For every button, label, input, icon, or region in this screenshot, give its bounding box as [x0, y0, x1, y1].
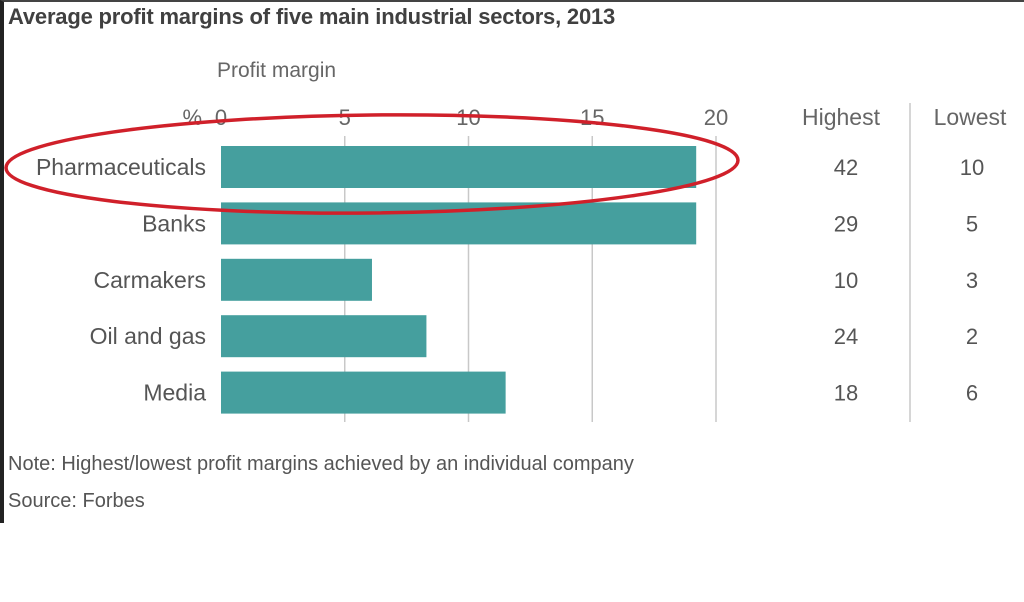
highest-value: 10: [834, 268, 858, 293]
highest-value: 24: [834, 324, 858, 349]
lowest-value: 10: [960, 155, 984, 180]
annotations: [4, 113, 740, 215]
x-tick-label: 15: [580, 105, 604, 130]
category-label: Media: [143, 380, 206, 406]
lowest-value: 5: [966, 211, 978, 236]
chart-source: Source: Forbes: [8, 490, 145, 512]
column-header-highest: Highest: [802, 104, 881, 130]
category-label: Carmakers: [94, 267, 206, 293]
category-label: Pharmaceuticals: [36, 154, 206, 180]
highest-lowest-table: Highest Lowest 42 10 29 5 10 3 24 2 18 6: [802, 103, 1007, 422]
column-header-lowest: Lowest: [934, 104, 1007, 130]
bar-oil-and-gas: [221, 315, 427, 358]
axis-subtitle: Profit margin: [217, 59, 337, 82]
x-tick-label: 20: [704, 105, 728, 130]
highest-value: 18: [834, 381, 858, 406]
category-label: Banks: [142, 210, 206, 236]
bar-media: [221, 371, 506, 414]
bars: [221, 146, 697, 414]
lowest-value: 6: [966, 381, 978, 406]
category-labels: Pharmaceuticals Banks Carmakers Oil and gas…: [36, 154, 206, 406]
bar-carmakers: [221, 258, 372, 301]
unit-label: %: [182, 105, 202, 130]
highest-value: 42: [834, 155, 858, 180]
chart-title: Average profit margins of five main indu…: [8, 4, 616, 29]
category-label: Oil and gas: [90, 323, 206, 349]
x-tick-label: 5: [339, 105, 351, 130]
chart-frame: [0, 0, 1024, 523]
lowest-value: 2: [966, 324, 978, 349]
highest-value: 29: [834, 211, 858, 236]
lowest-value: 3: [966, 268, 978, 293]
x-tick-label: 0: [215, 105, 227, 130]
chart-note: Note: Highest/lowest profit margins achi…: [8, 453, 634, 475]
bar-pharmaceuticals: [221, 146, 697, 188]
bar-banks: [221, 202, 697, 245]
highlight-ellipse: [4, 113, 740, 215]
